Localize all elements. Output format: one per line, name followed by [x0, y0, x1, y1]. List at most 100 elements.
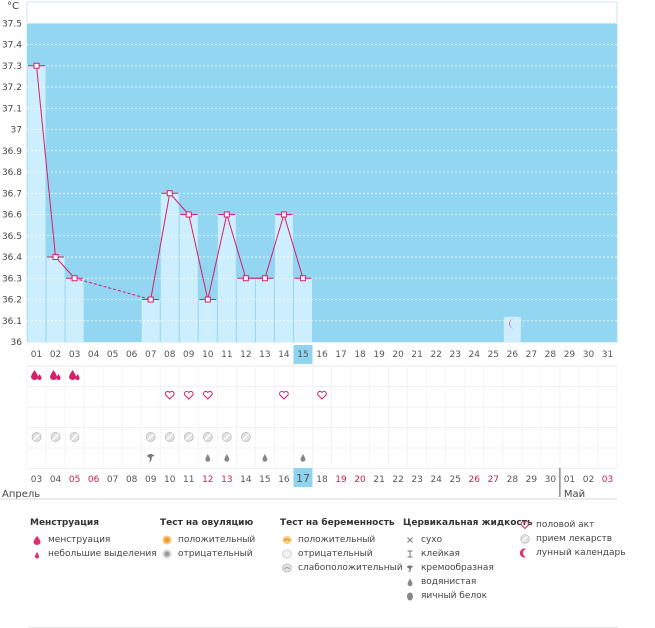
legend-cervical-sticky: клейкая: [403, 547, 533, 561]
pregnancy-positive-icon: [282, 536, 292, 544]
pill-icon-stripe: [166, 433, 174, 441]
calendar-date-label: 12: [202, 475, 213, 485]
legend-menstruation-title: Менструация: [30, 518, 99, 528]
calendar-date-label: 01: [564, 475, 575, 485]
temperature-bar: [293, 278, 312, 342]
legend-cervical-watery: водянистая: [403, 575, 533, 589]
pill-icon-stripe: [223, 433, 231, 441]
month-label: Май: [564, 489, 585, 500]
cycle-day-label: 25: [488, 350, 499, 360]
calendar-date-label: 05: [69, 475, 80, 485]
calendar-date-label: 08: [126, 475, 138, 485]
y-tick-label: 36.5: [2, 232, 22, 242]
calendar-date-label: 03: [602, 475, 613, 485]
blood-drop-icon: [50, 370, 58, 380]
current-date-highlight: [293, 468, 313, 487]
y-tick-label: 36.7: [2, 189, 22, 199]
plot-background: [27, 23, 617, 342]
calendar-date-label: 24: [430, 475, 442, 485]
temperature-line: [264, 214, 285, 279]
temperature-line: [207, 214, 228, 300]
calendar-date-label: 14: [240, 475, 252, 485]
calendar-date-label: 04: [50, 475, 62, 485]
temperature-bar: [65, 278, 84, 342]
blood-drop-icon: [33, 536, 41, 545]
cycle-day-label: 14: [278, 350, 290, 360]
y-tick-label: 36.2: [2, 296, 22, 306]
creamy-icon: [146, 454, 155, 462]
egg-white-icon: [407, 592, 413, 601]
y-tick-label: 36.9: [2, 147, 22, 157]
legend-ovulation-test: Тест на овуляцию положительный отрицател…: [160, 518, 255, 561]
legend-label: менструация: [48, 535, 111, 545]
legend-label: водянистая: [421, 577, 477, 587]
legend-cervical-eggwhite: яичный белок: [403, 589, 533, 603]
month-label: Апрель: [2, 489, 40, 500]
legend-label: положительный: [298, 535, 376, 545]
legend-label: положительный: [178, 535, 256, 545]
cycle-day-label: 18: [354, 350, 366, 360]
temperature-line: [283, 214, 304, 279]
unit-label: °C: [7, 1, 19, 12]
blood-drop-icon: [37, 374, 42, 380]
legend-pregnancy-weak: слабоположительный: [280, 561, 403, 575]
y-tick-label: 37.2: [2, 83, 22, 93]
sticky-icon: [407, 550, 413, 558]
cycle-day-label: 07: [145, 350, 156, 360]
legend-label: лунный календарь: [536, 548, 626, 558]
blood-drop-icon: [75, 374, 80, 380]
calendar-date-label: 22: [392, 475, 403, 485]
cycle-day-label: 08: [164, 350, 176, 360]
heart-icon: [317, 390, 327, 400]
calendar-date-label: 20: [354, 475, 366, 485]
moon-day-cell: [503, 316, 521, 342]
legend-pregnancy-negative: отрицательный: [280, 547, 403, 561]
heart-icon: [164, 390, 175, 400]
y-tick-label: 37.1: [2, 104, 22, 114]
calendar-date-label: 13: [221, 475, 232, 485]
legend-cervical-creamy: кремообразная: [403, 561, 533, 575]
cycle-day-label: 24: [469, 350, 481, 360]
legend-other: половой акт прием лекарств лунный календ…: [518, 518, 626, 560]
heart-icon: [279, 390, 289, 400]
calendar-date-label: 28: [507, 475, 519, 485]
cycle-day-label: 01: [31, 350, 42, 360]
legend: Менструация менструация небольшие выделе…: [0, 518, 655, 628]
pill-icon-stripe: [204, 433, 212, 441]
temperature-bar: [217, 214, 236, 342]
legend-label: слабоположительный: [298, 563, 403, 573]
cycle-day-label: 26: [507, 350, 519, 360]
temperature-gap-line: [74, 277, 151, 300]
ovulation-positive-icon: [162, 535, 172, 545]
legend-cervical-dry: сухо: [403, 533, 533, 547]
pill-icon: [520, 534, 530, 544]
calendar-date-label: 19: [335, 475, 347, 485]
y-tick-label: 37.3: [2, 62, 22, 72]
cycle-day-label: 04: [88, 350, 100, 360]
cycle-day-label: 11: [221, 350, 232, 360]
calendar-date-label: 23: [411, 475, 422, 485]
temperature-point: [261, 275, 268, 282]
water-drop-icon: [262, 454, 268, 462]
legend-menstruation-item: менструация: [30, 533, 157, 547]
pill-icon-stripe: [185, 433, 193, 441]
legend-pregnancy-title: Тест на беременность: [280, 518, 395, 528]
temperature-point: [185, 211, 192, 218]
temperature-point: [299, 275, 306, 282]
cycle-day-label: 03: [69, 350, 80, 360]
legend-label: прием лекарств: [536, 534, 613, 544]
cross-icon: [407, 537, 413, 543]
calendar-date-label: 16: [278, 475, 290, 485]
legend-lunar: лунный календарь: [518, 546, 626, 560]
bbt-chart: 36 36.1 36.2 36.3 36.4 36.5 36.6 36.7 36.8 36.9 37…: [0, 1, 618, 500]
y-tick-label: 37.4: [2, 41, 22, 51]
cycle-day-label: 05: [107, 350, 118, 360]
creamy-icon: [406, 565, 414, 572]
pregnancy-negative-icon: [282, 549, 292, 559]
legend-pregnancy-positive: положительный: [280, 533, 403, 547]
ovulation-negative-icon: [162, 549, 172, 559]
cycle-day-label: 31: [602, 350, 613, 360]
pill-icon-stripe: [71, 433, 79, 441]
legend-label: отрицательный: [298, 549, 373, 559]
pill-icon-stripe: [242, 433, 250, 441]
